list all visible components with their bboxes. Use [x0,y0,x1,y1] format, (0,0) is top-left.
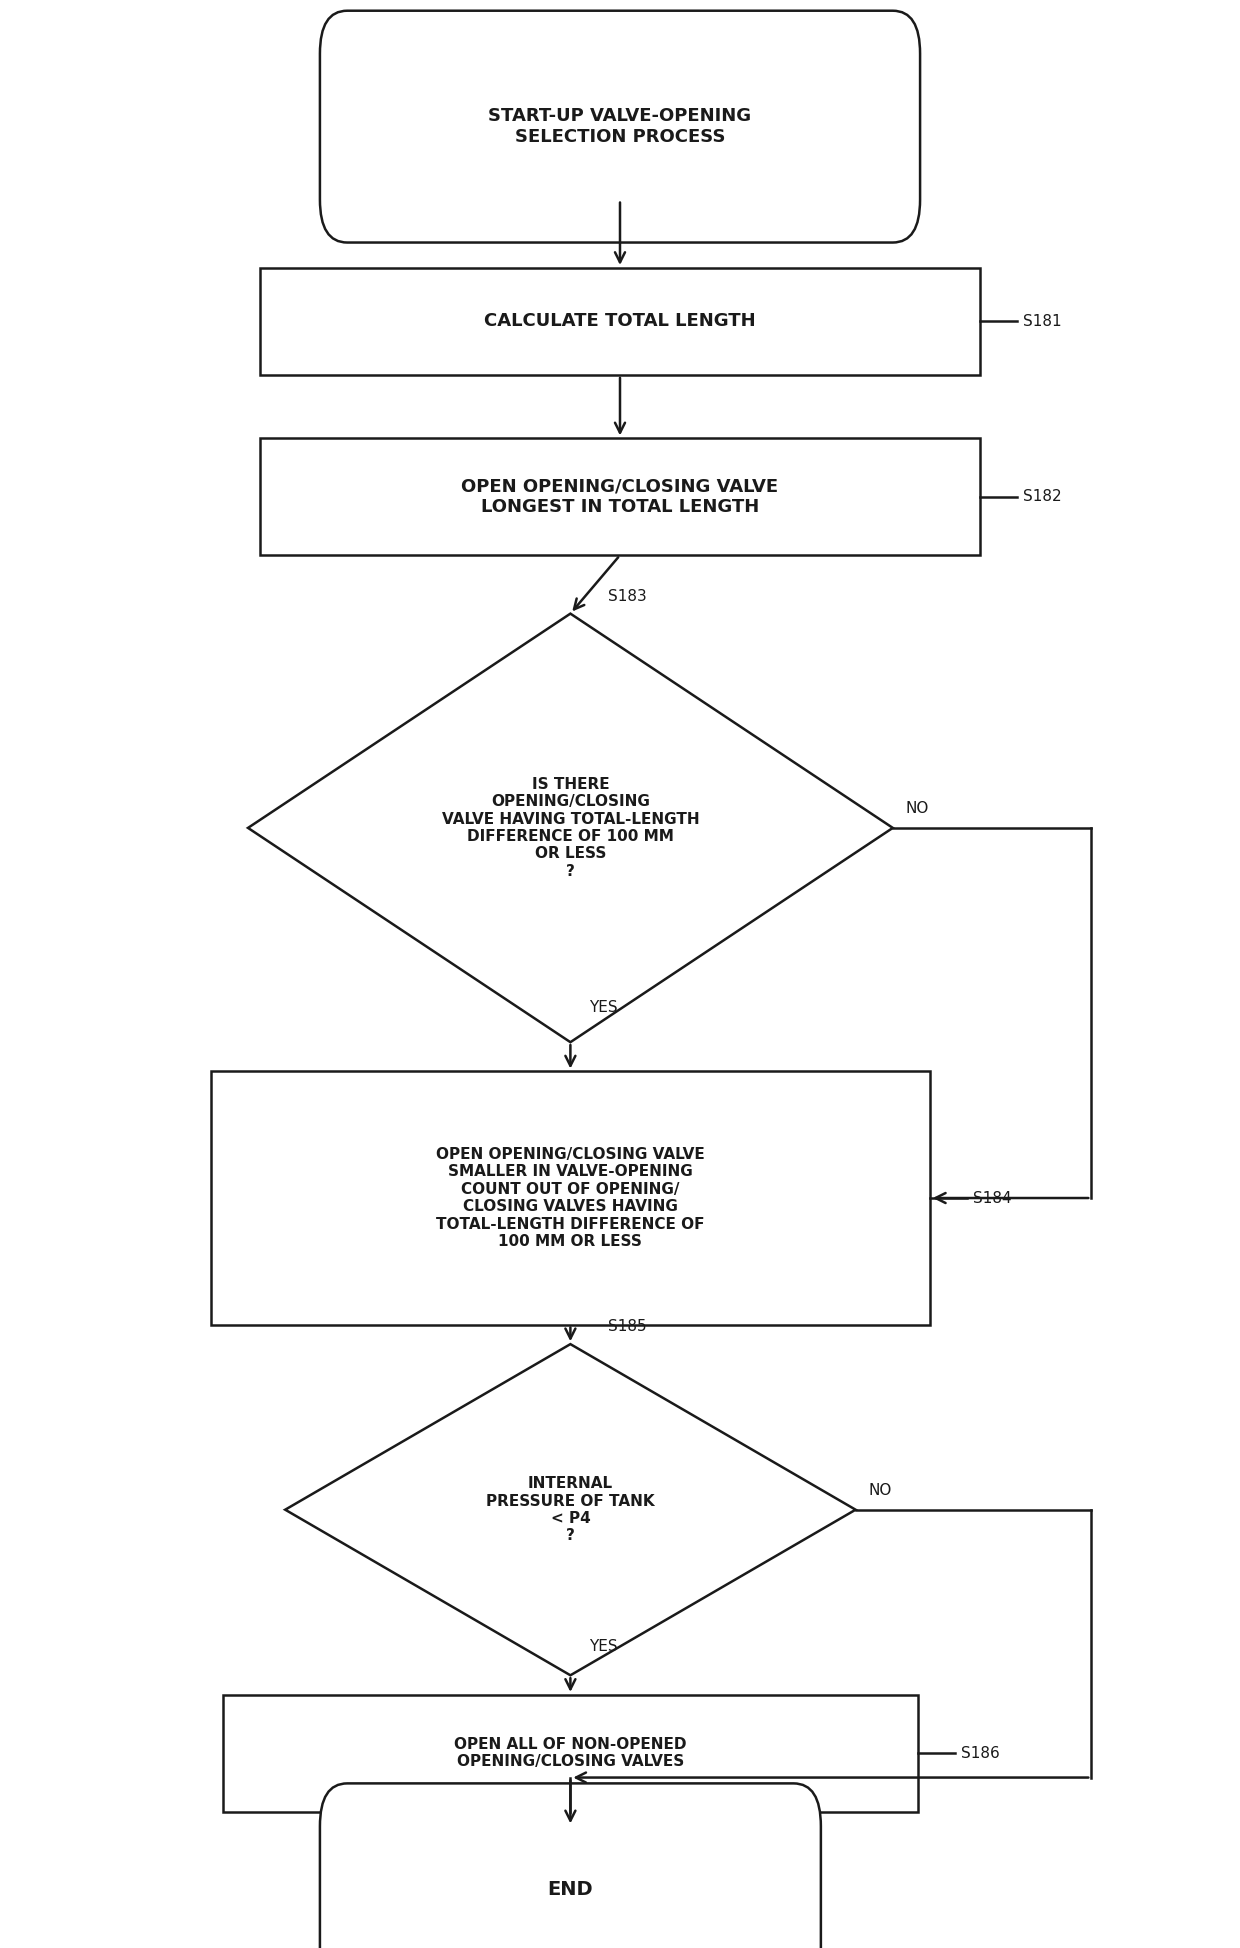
Text: S182: S182 [1023,489,1061,505]
FancyBboxPatch shape [320,1784,821,1948]
Text: OPEN OPENING/CLOSING VALVE
LONGEST IN TOTAL LENGTH: OPEN OPENING/CLOSING VALVE LONGEST IN TO… [461,477,779,516]
Text: START-UP VALVE-OPENING
SELECTION PROCESS: START-UP VALVE-OPENING SELECTION PROCESS [489,107,751,146]
Text: INTERNAL
PRESSURE OF TANK
< P4
?: INTERNAL PRESSURE OF TANK < P4 ? [486,1477,655,1543]
Text: S186: S186 [961,1745,999,1761]
FancyBboxPatch shape [320,10,920,242]
Text: OPEN OPENING/CLOSING VALVE
SMALLER IN VALVE-OPENING
COUNT OUT OF OPENING/
CLOSIN: OPEN OPENING/CLOSING VALVE SMALLER IN VA… [436,1147,704,1249]
Text: S181: S181 [1023,314,1061,329]
Bar [223,1695,918,1812]
Text: END: END [548,1880,593,1899]
Text: CALCULATE TOTAL LENGTH: CALCULATE TOTAL LENGTH [484,312,756,331]
Bar [260,438,980,555]
Text: OPEN ALL OF NON-OPENED
OPENING/CLOSING VALVES: OPEN ALL OF NON-OPENED OPENING/CLOSING V… [454,1738,687,1769]
Bar [260,267,980,374]
Text: NO: NO [905,801,929,816]
Text: IS THERE
OPENING/CLOSING
VALVE HAVING TOTAL-LENGTH
DIFFERENCE OF 100 MM
OR LESS
: IS THERE OPENING/CLOSING VALVE HAVING TO… [441,777,699,879]
Polygon shape [248,614,893,1042]
Text: NO: NO [868,1482,892,1498]
Text: YES: YES [589,999,618,1015]
Text: S184: S184 [973,1190,1012,1206]
Polygon shape [285,1344,856,1675]
Text: YES: YES [589,1638,618,1654]
Text: S185: S185 [608,1319,646,1334]
Text: S183: S183 [608,588,646,604]
Bar [211,1071,930,1325]
